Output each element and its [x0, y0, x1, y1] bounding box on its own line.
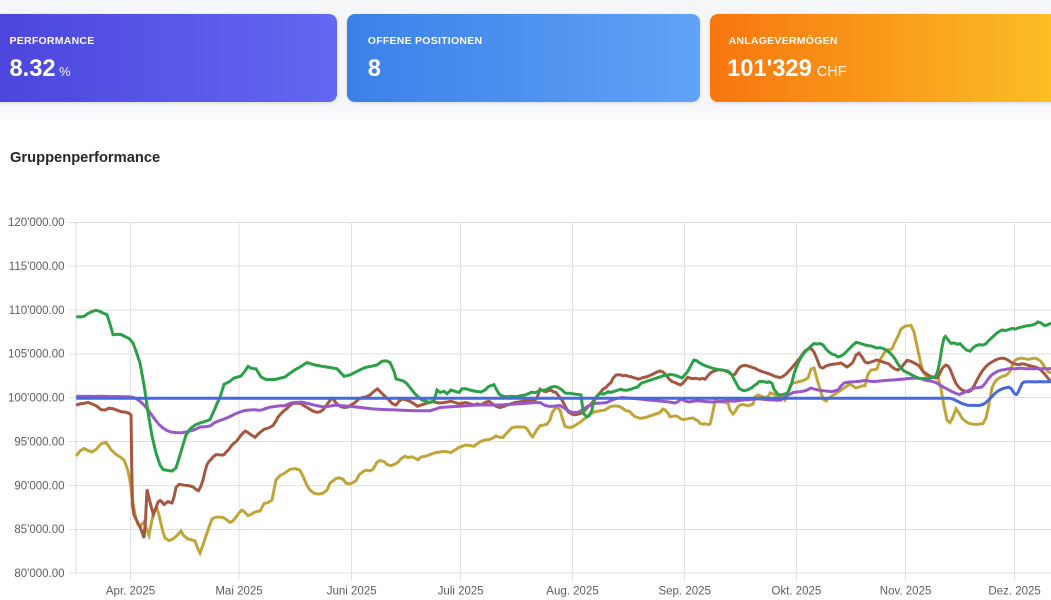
svg-text:Aug. 2025: Aug. 2025	[546, 585, 598, 597]
svg-text:95'000.00: 95'000.00	[14, 436, 64, 448]
svg-text:110'000.00: 110'000.00	[9, 305, 65, 317]
svg-text:85'000.00: 85'000.00	[14, 524, 64, 536]
svg-text:Nov. 2025: Nov. 2025	[880, 585, 932, 597]
svg-text:90'000.00: 90'000.00	[14, 480, 64, 492]
svg-text:Apr. 2025: Apr. 2025	[106, 585, 155, 597]
svg-text:120'000.00: 120'000.00	[8, 217, 65, 229]
svg-text:Mai 2025: Mai 2025	[215, 585, 262, 597]
svg-text:80'000.00: 80'000.00	[14, 568, 64, 580]
svg-text:Juli 2025: Juli 2025	[438, 585, 484, 597]
svg-text:Juni 2025: Juni 2025	[327, 585, 377, 597]
svg-text:Sep. 2025: Sep. 2025	[658, 585, 710, 597]
svg-text:Dez. 2025: Dez. 2025	[988, 585, 1040, 597]
svg-text:Okt. 2025: Okt. 2025	[771, 585, 821, 597]
svg-text:115'000.00: 115'000.00	[9, 261, 65, 273]
svg-text:100'000.00: 100'000.00	[8, 393, 65, 405]
svg-text:105'000.00: 105'000.00	[8, 349, 65, 361]
